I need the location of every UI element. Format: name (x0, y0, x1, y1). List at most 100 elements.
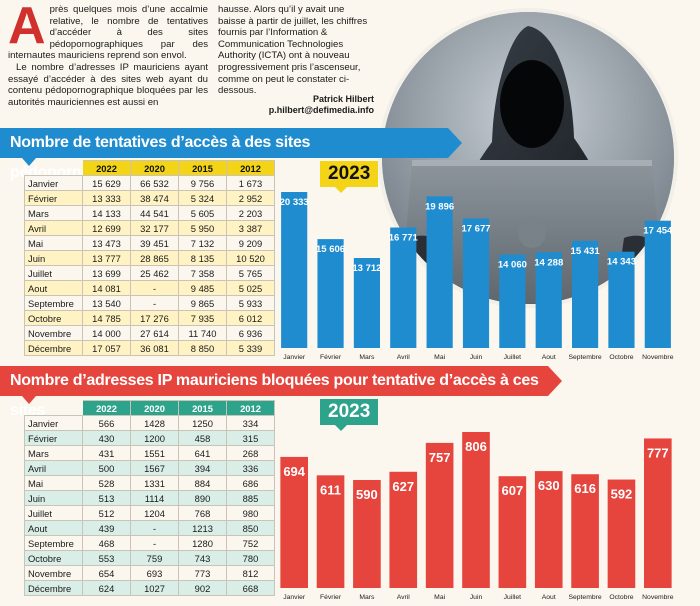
table-cell: 36 081 (130, 340, 179, 356)
table-row: Octobre 553 759 743 780 (24, 550, 275, 566)
bar (644, 438, 672, 588)
article-intro: A près quelques mois d’une accalmie rela… (8, 0, 208, 108)
table-cell: 5 765 (226, 265, 275, 281)
bar-value-label: 616 (574, 481, 596, 496)
row-month: Juillet (24, 505, 83, 521)
bar (571, 474, 599, 588)
table-cell: 5 605 (178, 205, 227, 221)
table-cell: 13 473 (82, 235, 131, 251)
author-name: Patrick Hilbert (312, 94, 374, 104)
year-badge: 2023 (320, 161, 379, 187)
table-row: Avril 12 699 32 177 5 950 3 387 (24, 220, 275, 236)
table-row: Novembre 14 000 27 614 11 740 6 936 (24, 325, 275, 341)
bar (534, 471, 563, 588)
table-header-row: 2022 2020 2015 2012 (24, 160, 275, 176)
table-cell: 850 (226, 520, 275, 536)
row-month: Janvier (24, 415, 83, 431)
bar (353, 258, 380, 348)
row-month: Février (24, 430, 83, 446)
table-row: Aout 439-1213 850 (24, 520, 275, 536)
bar (389, 471, 418, 588)
table-cell: 1280 (178, 535, 227, 551)
table-cell: 668 (226, 580, 275, 596)
row-month: Aout (24, 280, 83, 296)
table-cell: 13 777 (82, 250, 131, 266)
table-cell: 39 451 (130, 235, 179, 251)
table-cell: 9 756 (178, 175, 227, 191)
bar-value-label: 19 896 (425, 201, 454, 212)
table-cell: 13 699 (82, 265, 131, 281)
table-cell: 14 785 (82, 310, 131, 326)
bar-value-label: 14 343 (607, 257, 636, 268)
banner2-pointer (22, 396, 36, 404)
category-label: Juillet (504, 594, 521, 601)
bar (535, 252, 562, 348)
table-cell: 439 (82, 520, 131, 536)
table-cell: 768 (178, 505, 227, 521)
table-row: Janvier 15 629 66 532 9 756 1 673 (24, 175, 275, 191)
table-cell: 566 (82, 415, 131, 431)
row-month: Avril (24, 220, 83, 236)
table-cell: 1114 (130, 490, 179, 506)
table-cell: 13 540 (82, 295, 131, 311)
table-cell: 902 (178, 580, 227, 596)
category-label: Avril (397, 594, 411, 601)
category-label: Mars (359, 354, 375, 361)
category-label: Mai (434, 594, 445, 601)
table-cell: - (130, 280, 179, 296)
year-badge-pointer (334, 186, 348, 193)
table-cell: 1428 (130, 415, 179, 431)
table-corner (24, 160, 83, 176)
col-header: 2022 (82, 160, 131, 176)
category-label: Mai (434, 354, 445, 361)
table-cell: 693 (130, 565, 179, 581)
table-cell: 513 (82, 490, 131, 506)
year-badge: 2023 (320, 399, 379, 425)
table-row: Décembre 17 057 36 081 8 850 5 339 (24, 340, 275, 356)
table-cell: 624 (82, 580, 131, 596)
table-cell: - (130, 535, 179, 551)
table-cell: 6 936 (226, 325, 275, 341)
table-cell: 5 025 (226, 280, 275, 296)
table-row: Décembre 624 1027 902 668 (24, 580, 275, 596)
table-cell: 14 081 (82, 280, 131, 296)
table-cell: 1027 (130, 580, 179, 596)
row-month: Juin (24, 250, 83, 266)
bar-value-label: 630 (538, 478, 560, 493)
table-cell: 5 339 (226, 340, 275, 356)
attempts-bar-chart: 20 333 Janvier 15 606 Février 13 712 Mars 16 7… (280, 192, 674, 361)
table-cell: 812 (226, 565, 275, 581)
table-cell: 1204 (130, 505, 179, 521)
table-cell: 66 532 (130, 175, 179, 191)
table-row: Aout 14 081-9 485 5 025 (24, 280, 275, 296)
table-cell: 5 950 (178, 220, 227, 236)
year-badge-pointer (334, 424, 348, 431)
bar-value-label: 590 (356, 487, 378, 502)
article-paragraph-1: près quelques mois d’une accalmie relati… (8, 4, 208, 62)
row-month: Septembre (24, 295, 83, 311)
category-label: Septembre (568, 354, 601, 361)
drop-cap: A (8, 0, 46, 55)
bar (281, 192, 308, 348)
table-cell: 14 000 (82, 325, 131, 341)
bar-value-label: 777 (647, 445, 669, 460)
category-label: Octobre (609, 594, 633, 601)
row-month: Février (24, 190, 83, 206)
bar-value-label: 17 677 (461, 223, 490, 234)
table-cell: 512 (82, 505, 131, 521)
row-month: Mars (24, 445, 83, 461)
bar-value-label: 14 060 (498, 260, 527, 271)
table-cell: 890 (178, 490, 227, 506)
table-cell: 780 (226, 550, 275, 566)
table-cell: 7 132 (178, 235, 227, 251)
bar (280, 456, 308, 588)
table-cell: 752 (226, 535, 275, 551)
category-label: Novembre (642, 594, 674, 601)
table-cell: 25 462 (130, 265, 179, 281)
category-label: Aout (542, 354, 556, 361)
bar (462, 432, 490, 588)
table-cell: 44 541 (130, 205, 179, 221)
table-cell: 5 324 (178, 190, 227, 206)
table-cell: 7 358 (178, 265, 227, 281)
table-row: Mai 528 1331 884 686 (24, 475, 275, 491)
